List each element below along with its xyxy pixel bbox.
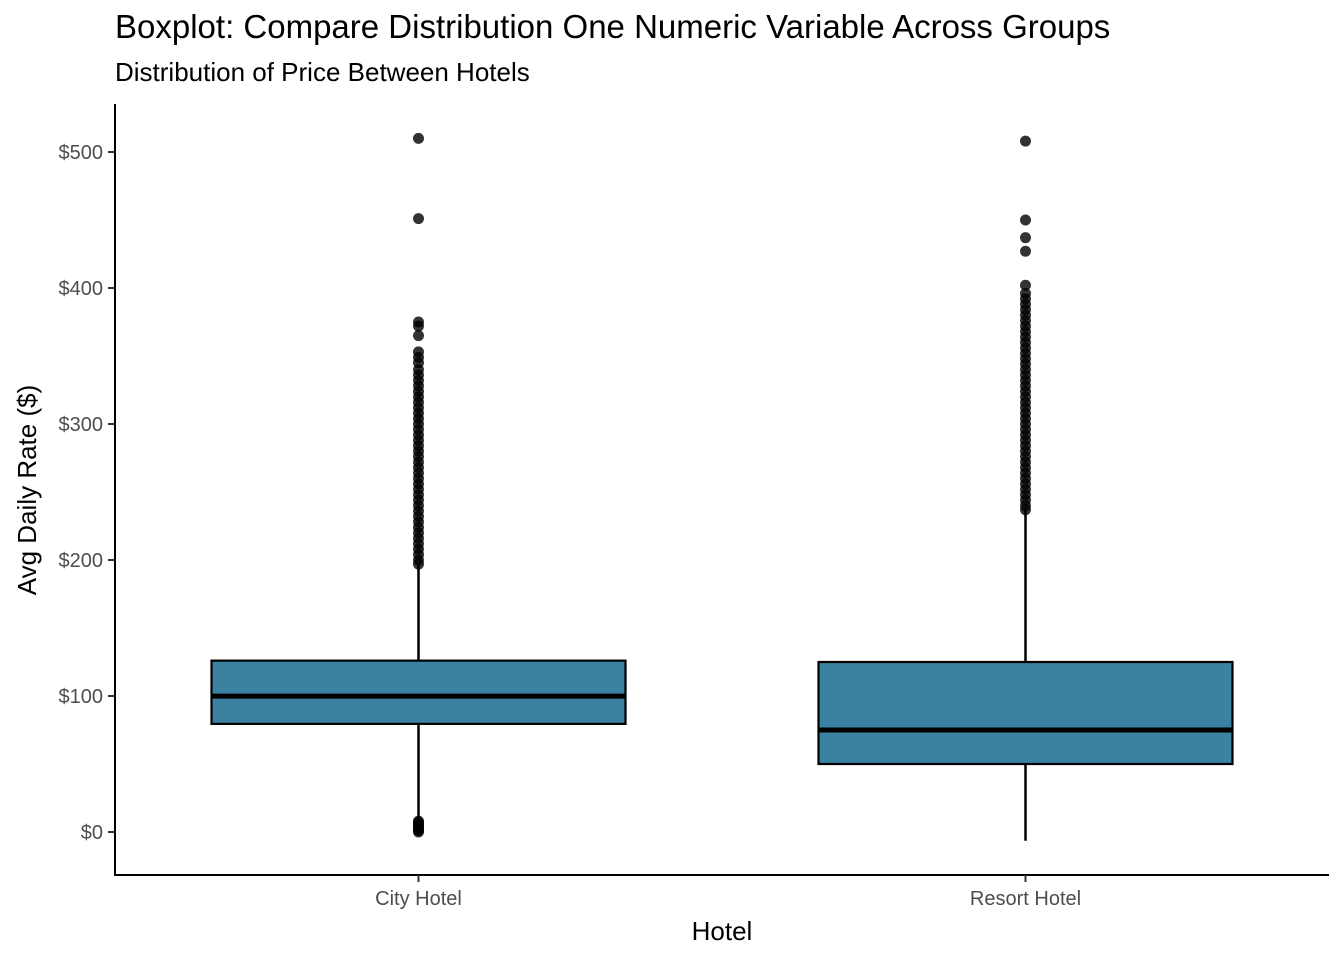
outlier-point	[1020, 287, 1031, 299]
y-tick-label: $400	[59, 278, 104, 300]
outlier-point	[1020, 135, 1031, 147]
box-iqr	[817, 660, 1234, 766]
chart-marks	[210, 132, 1234, 841]
y-tick-label: $300	[59, 414, 104, 436]
x-tick-label: Resort Hotel	[970, 888, 1081, 910]
y-tick-label: $200	[59, 550, 104, 572]
outlier-point	[1020, 279, 1031, 291]
outlier-point	[413, 316, 424, 328]
y-tick-label: $100	[59, 686, 104, 708]
chart-title: Boxplot: Compare Distribution One Numeri…	[115, 8, 1111, 45]
outlier-point	[1020, 232, 1031, 244]
y-tick-label: $500	[59, 142, 104, 164]
outlier-point	[413, 330, 424, 342]
outlier-point	[1020, 245, 1031, 257]
outlier-point	[1020, 214, 1031, 226]
outlier-point	[413, 815, 424, 827]
x-axis-title: Hotel	[692, 916, 753, 946]
box-iqr	[210, 659, 627, 725]
box-group	[817, 135, 1234, 841]
chart-axes	[114, 104, 1329, 876]
y-axis-title: Avg Daily Rate ($)	[12, 385, 42, 596]
x-ticks: City Hotel Resort Hotel	[375, 875, 1081, 910]
box-group	[210, 132, 627, 838]
outlier-point	[413, 213, 424, 225]
y-tick-label: $0	[81, 822, 103, 844]
y-ticks: $0 $100 $200 $300 $400 $500	[59, 142, 115, 844]
outlier-point	[413, 132, 424, 144]
outlier-point	[413, 346, 424, 358]
chart-subtitle: Distribution of Price Between Hotels	[115, 57, 530, 87]
x-tick-label: City Hotel	[375, 888, 462, 910]
